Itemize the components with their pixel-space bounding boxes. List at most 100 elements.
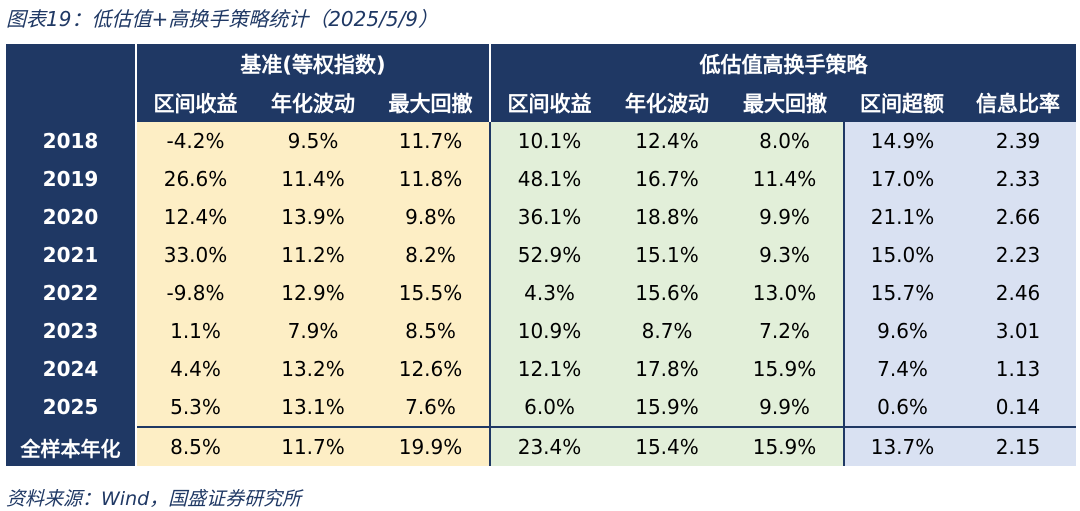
table-cell: 12.4% <box>136 198 254 236</box>
table-cell: 2.66 <box>960 198 1077 236</box>
table-cell: 15.6% <box>608 274 727 312</box>
table-cell: 7.9% <box>254 312 372 350</box>
table-cell: 15.9% <box>726 350 846 388</box>
table-cell: 8.2% <box>372 236 492 274</box>
table-cell: 12.6% <box>372 350 492 388</box>
table-row: 2020 12.4% 13.9% 9.8% 36.1% 18.8% 9.9% 21.1% 2.6… <box>6 198 1077 236</box>
column-header: 最大回撤 <box>726 83 845 122</box>
row-label: 2025 <box>6 388 137 427</box>
table-cell: 2.23 <box>960 236 1077 274</box>
table-cell: 52.9% <box>490 236 609 274</box>
row-label: 2018 <box>6 122 137 160</box>
table-cell: 12.1% <box>490 350 609 388</box>
row-label: 2021 <box>6 236 137 274</box>
column-header-row: 区间收益 年化波动 最大回撤 区间收益 年化波动 最大回撤 区间超额 信息比率 <box>6 83 1077 122</box>
table-body: 2018 -4.2% 9.5% 11.7% 10.1% 12.4% 8.0% 14.9% 2.3… <box>6 122 1077 466</box>
table-cell: 36.1% <box>490 198 609 236</box>
table-cell: -4.2% <box>136 122 254 160</box>
table-row: 2021 33.0% 11.2% 8.2% 52.9% 15.1% 9.3% 15.0% 2.2… <box>6 236 1077 274</box>
table-cell: 15.5% <box>372 274 492 312</box>
table-row: 2022 -9.8% 12.9% 15.5% 4.3% 15.6% 13.0% 15.7% 2.… <box>6 274 1077 312</box>
table-cell: 13.0% <box>726 274 846 312</box>
group-header-base: 基准(等权指数) <box>136 44 492 83</box>
table-cell: 8.5% <box>136 426 254 466</box>
row-label: 2022 <box>6 274 137 312</box>
table-cell: 7.2% <box>726 312 846 350</box>
table-cell: 2.15 <box>960 426 1077 466</box>
column-header: 年化波动 <box>608 83 727 122</box>
strategy-stats-table: 基准(等权指数) 低估值高换手策略 区间收益 年化波动 最大回撤 区间收益 年化波动 最大… <box>6 44 1077 466</box>
table-cell: 11.8% <box>372 160 492 198</box>
table-cell: 2.46 <box>960 274 1077 312</box>
table-row: 2018 -4.2% 9.5% 11.7% 10.1% 12.4% 8.0% 14.9% 2.3… <box>6 122 1077 160</box>
row-label: 2023 <box>6 312 137 350</box>
column-header: 最大回撤 <box>372 83 492 122</box>
table-row: 2019 26.6% 11.4% 11.8% 48.1% 16.7% 11.4% 17.0% 2… <box>6 160 1077 198</box>
table-cell: 13.1% <box>254 388 372 427</box>
table-cell: 26.6% <box>136 160 254 198</box>
table-cell: 15.9% <box>726 426 846 466</box>
figure-caption: 图表19：低估值+高换手策略统计（2025/5/9） <box>6 7 439 31</box>
table-cell: 7.6% <box>372 388 492 427</box>
table-cell: 13.9% <box>254 198 372 236</box>
table-cell: 9.3% <box>726 236 846 274</box>
table-cell: 11.4% <box>726 160 846 198</box>
row-label: 2024 <box>6 350 137 388</box>
column-header: 区间收益 <box>490 83 609 122</box>
table-cell: 21.1% <box>844 198 961 236</box>
table-cell: 13.7% <box>844 426 961 466</box>
table-cell: 6.0% <box>490 388 609 427</box>
table-cell: 48.1% <box>490 160 609 198</box>
table-cell: 11.7% <box>372 122 492 160</box>
table-cell: 12.4% <box>608 122 727 160</box>
column-header: 年化波动 <box>254 83 372 122</box>
table-cell: 8.7% <box>608 312 727 350</box>
table-cell: 5.3% <box>136 388 254 427</box>
table-cell: 2.39 <box>960 122 1077 160</box>
table-cell: 0.6% <box>844 388 961 427</box>
table-cell: 3.01 <box>960 312 1077 350</box>
table-cell: 16.7% <box>608 160 727 198</box>
table-cell: 12.9% <box>254 274 372 312</box>
table-cell: 14.9% <box>844 122 961 160</box>
table-cell: 33.0% <box>136 236 254 274</box>
table-cell: 8.0% <box>726 122 846 160</box>
group-header-strategy: 低估值高换手策略 <box>490 44 1077 83</box>
table-cell: 9.9% <box>726 388 846 427</box>
table-cell: 2.33 <box>960 160 1077 198</box>
table-cell: 23.4% <box>490 426 609 466</box>
table-cell: 15.9% <box>608 388 727 427</box>
table-row: 2025 5.3% 13.1% 7.6% 6.0% 15.9% 9.9% 0.6% 0.14 <box>6 388 1077 427</box>
table-cell: 9.9% <box>726 198 846 236</box>
table-cell: 1.1% <box>136 312 254 350</box>
table-cell: 11.7% <box>254 426 372 466</box>
table-cell: 11.4% <box>254 160 372 198</box>
row-label: 2020 <box>6 198 137 236</box>
table-cell: 1.13 <box>960 350 1077 388</box>
table-cell: 0.14 <box>960 388 1077 427</box>
table-cell: 9.8% <box>372 198 492 236</box>
table-cell: 4.3% <box>490 274 609 312</box>
table-cell: 8.5% <box>372 312 492 350</box>
row-label: 全样本年化 <box>6 426 137 466</box>
table-cell: 17.8% <box>608 350 727 388</box>
column-header: 区间收益 <box>136 83 254 122</box>
table-row: 2024 4.4% 13.2% 12.6% 12.1% 17.8% 15.9% 7.4% 1.1… <box>6 350 1077 388</box>
table-cell: 15.1% <box>608 236 727 274</box>
total-row: 全样本年化 8.5% 11.7% 19.9% 23.4% 15.4% 15.9% 13.7% 2… <box>6 426 1077 466</box>
table-cell: 10.1% <box>490 122 609 160</box>
table-cell: 13.2% <box>254 350 372 388</box>
table-cell: 15.4% <box>608 426 727 466</box>
column-header: 信息比率 <box>960 83 1077 122</box>
table-cell: 9.5% <box>254 122 372 160</box>
table-cell: 15.7% <box>844 274 961 312</box>
table-cell: -9.8% <box>136 274 254 312</box>
table-row: 2023 1.1% 7.9% 8.5% 10.9% 8.7% 7.2% 9.6% 3.01 <box>6 312 1077 350</box>
table-cell: 19.9% <box>372 426 492 466</box>
table-cell: 18.8% <box>608 198 727 236</box>
column-header: 区间超额 <box>844 83 961 122</box>
corner-header-cell <box>6 44 137 122</box>
table-cell: 11.2% <box>254 236 372 274</box>
table-cell: 9.6% <box>844 312 961 350</box>
table-cell: 4.4% <box>136 350 254 388</box>
